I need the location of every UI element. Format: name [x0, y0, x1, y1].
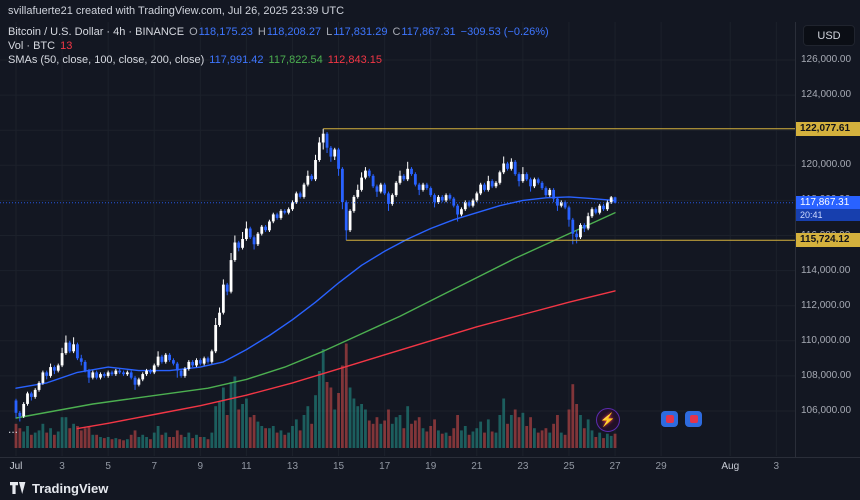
level-lines: [323, 128, 860, 241]
sma-indicator-label[interactable]: SMAs (50, close, 100, close, 200, close): [8, 54, 205, 66]
emoji-sticker-1-icon: [665, 415, 674, 423]
open-value: 118,175.23: [198, 26, 253, 38]
sma100-value: 117,822.54: [268, 54, 323, 66]
attribution-text: svillafuerte21 created with TradingView.…: [8, 5, 345, 17]
symbol-title[interactable]: Bitcoin / U.S. Dollar · 4h · BINANCE: [8, 26, 185, 38]
time-tick-label: 19: [425, 461, 437, 472]
emoji-sticker-2-icon: [689, 415, 698, 423]
level-flag-2: 115,724.12: [796, 233, 860, 248]
legend: Bitcoin / U.S. Dollar · 4h · BINANCE O 11…: [8, 25, 549, 67]
time-tick-label: 23: [517, 461, 529, 472]
time-tick-label: 5: [105, 461, 111, 472]
level-flag-1: 122,077.61: [796, 121, 860, 136]
bar-countdown: 20:41: [796, 208, 860, 221]
time-tick-label: 3: [59, 461, 65, 472]
footer-bar: TradingView: [0, 476, 860, 500]
time-tick-label: Aug: [721, 461, 740, 472]
time-tick-label: 29: [655, 461, 667, 472]
time-tick-label: 17: [379, 461, 391, 472]
volume-bars: [14, 343, 617, 448]
time-tick-label: 27: [609, 461, 621, 472]
price-tick-label: 106,000.00: [801, 405, 852, 416]
legend-volume-row: Vol · BTC 13: [8, 39, 549, 53]
time-tick-label: 13: [286, 461, 299, 472]
time-tick-label: 9: [197, 461, 204, 472]
last-price-value: 117,867.31: [796, 195, 860, 209]
legend-more-ellipsis[interactable]: ...: [8, 422, 19, 436]
grid-lines: [0, 22, 795, 456]
change-value: −309.53 (−0.26%): [460, 26, 549, 38]
sma-50-line: [15, 196, 616, 389]
currency-toggle-button[interactable]: USD: [803, 25, 855, 46]
time-tick-label: 21: [471, 461, 483, 472]
emoji-sticker-1[interactable]: [661, 411, 678, 427]
volume-indicator-label[interactable]: Vol · BTC: [8, 40, 56, 52]
attribution-bar: svillafuerte21 created with TradingView.…: [0, 0, 860, 22]
level-flag-1-value: 122,077.61: [800, 122, 851, 134]
sma50-value: 117,991.42: [209, 54, 264, 66]
legend-sma-row: SMAs (50, close, 100, close, 200, close)…: [8, 53, 549, 67]
time-tick-label: 3: [773, 461, 780, 472]
price-tick-label: 108,000.00: [801, 369, 852, 381]
volume-value: 13: [60, 40, 73, 52]
price-tick-label: 124,000.00: [801, 89, 852, 101]
close-value: 117,867.31: [401, 26, 456, 38]
time-tick-label: 15: [332, 461, 345, 472]
lightning-sticker[interactable]: ⚡: [596, 408, 620, 432]
emoji-sticker-2[interactable]: [685, 411, 702, 427]
sma200-value: 112,843.15: [327, 54, 383, 66]
price-tick-label: 110,000.00: [801, 334, 851, 346]
candles: [14, 128, 617, 422]
lightning-icon: ⚡: [599, 412, 617, 427]
sma-100-line: [15, 211, 616, 419]
high-label: H: [257, 26, 266, 38]
high-value: 118,208.27: [266, 26, 322, 38]
tradingview-brand-text[interactable]: TradingView: [32, 480, 109, 496]
open-label: O: [189, 26, 198, 38]
close-label: C: [392, 26, 401, 38]
price-tick-label: 114,000.00: [801, 264, 851, 276]
low-label: L: [326, 26, 333, 38]
last-price-flag: 117,867.31 20:41: [796, 195, 860, 221]
price-tick-label: 120,000.00: [801, 159, 852, 171]
low-value: 117,831.29: [333, 26, 388, 38]
time-tick-label: Jul: [9, 461, 23, 472]
price-tick-label: 112,000.00: [801, 299, 851, 311]
legend-symbol-row: Bitcoin / U.S. Dollar · 4h · BINANCE O 11…: [8, 25, 549, 39]
time-tick-label: 25: [563, 461, 575, 472]
tradingview-logo-icon[interactable]: [9, 481, 26, 495]
price-tick-label: 126,000.00: [801, 54, 852, 65]
level-flag-2-value: 115,724.12: [800, 234, 850, 246]
sma-200-line: [76, 290, 616, 430]
time-tick-label: 7: [151, 461, 158, 472]
time-tick-label: 11: [241, 461, 252, 472]
time-axis[interactable]: Jul 3 5 7 9 11 13 15 17 19 21 23 25 27 29 Aug 3: [0, 457, 860, 476]
